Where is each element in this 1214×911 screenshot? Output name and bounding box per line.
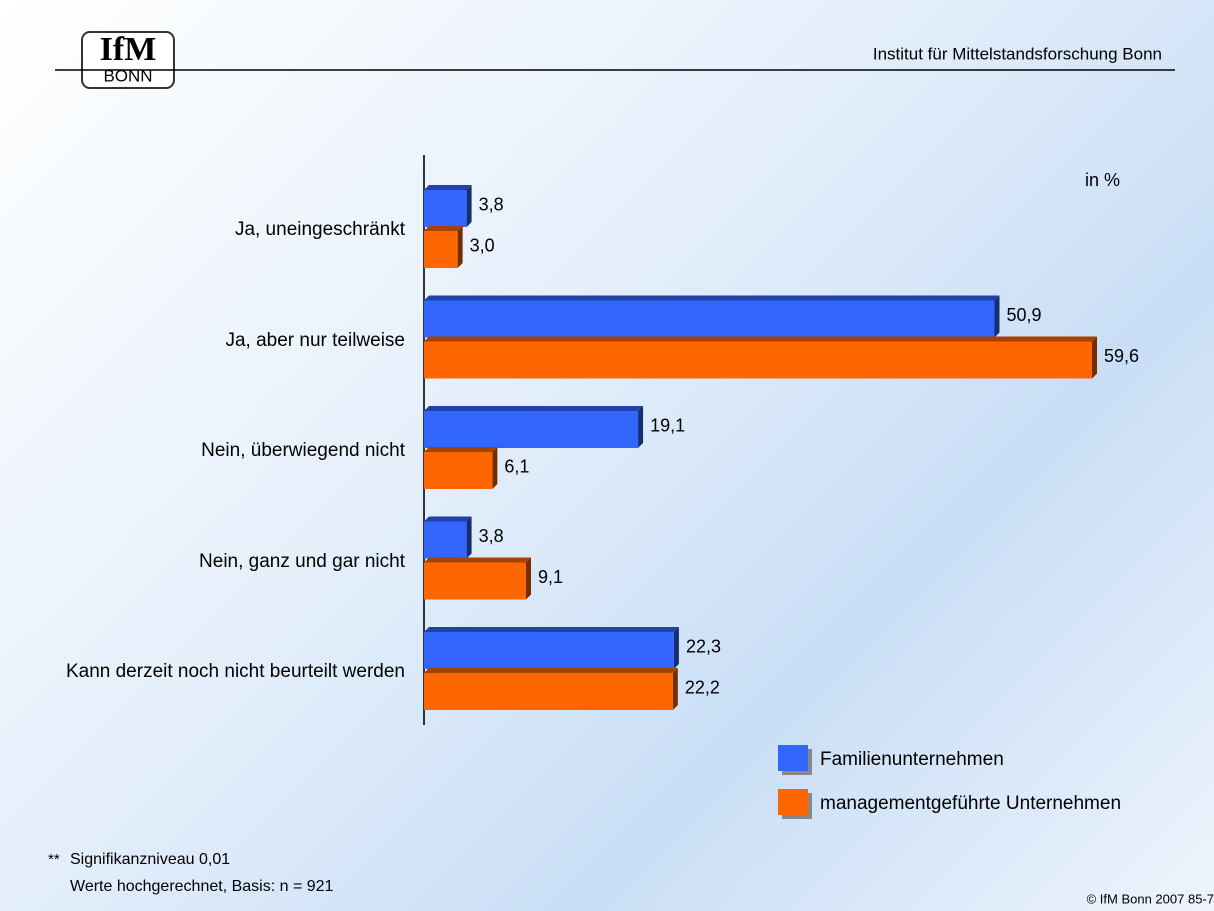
footnote-marker: **	[48, 851, 60, 868]
bar-top	[424, 668, 678, 673]
value-label: 3,0	[470, 235, 495, 255]
bar-side	[492, 447, 498, 489]
bar	[424, 231, 458, 268]
unit-note: in %	[1085, 170, 1120, 190]
value-label: 50,9	[1006, 305, 1041, 325]
bar-top	[424, 226, 463, 231]
institute: Institut für Mittelstandsforschung Bonn	[873, 44, 1162, 63]
bar-top	[424, 295, 1000, 301]
category-label: Nein, überwiegend nicht	[201, 440, 405, 461]
bar-top	[424, 185, 472, 190]
value-label: 19,1	[650, 415, 685, 435]
legend-label: managementgeführte Unternehmen	[820, 793, 1121, 814]
bar-top	[424, 336, 1097, 342]
bar	[424, 452, 493, 489]
category-label: Ja, uneingeschränkt	[234, 219, 405, 240]
value-label: 22,2	[685, 677, 720, 697]
footnote: Werte hochgerechnet, Basis: n = 921	[70, 878, 334, 895]
legend-swatch	[778, 789, 808, 815]
legend-label: Familienunternehmen	[820, 749, 1004, 770]
bar	[424, 411, 639, 448]
bar-top	[424, 627, 679, 632]
bar-top	[424, 447, 498, 452]
bar	[424, 300, 995, 338]
bar	[424, 521, 467, 559]
bar	[424, 632, 674, 669]
bar-top	[424, 557, 531, 563]
bar-side	[673, 627, 679, 669]
value-label: 3,8	[479, 194, 504, 214]
copyright: © IfM Bonn 2007 85-7	[1087, 891, 1214, 906]
bar-side	[466, 516, 472, 559]
category-label: Ja, aber nur teilweise	[225, 329, 405, 351]
footnote: Signifikanzniveau 0,01	[70, 851, 230, 868]
category-label: Kann derzeit noch nicht beurteilt werden	[65, 661, 405, 682]
bar-side	[466, 185, 472, 227]
bar	[424, 562, 526, 600]
value-label: 6,1	[504, 456, 529, 476]
bar-side	[1092, 336, 1097, 379]
bar-side	[994, 295, 1000, 338]
bar	[424, 673, 673, 710]
bar	[424, 190, 467, 227]
category-label: Nein, ganz und gar nicht	[199, 550, 405, 572]
value-label: 59,6	[1104, 346, 1139, 366]
value-label: 9,1	[538, 567, 563, 587]
value-label: 3,8	[479, 526, 504, 546]
bar-top	[424, 406, 644, 411]
logo-bottom: BONN	[103, 66, 152, 85]
bar-top	[424, 516, 472, 522]
logo-top: IfM	[100, 31, 157, 68]
logo-box	[81, 31, 175, 89]
value-label: 22,3	[686, 636, 721, 656]
bar-side	[525, 557, 531, 600]
bar-side	[638, 406, 644, 448]
bar	[424, 341, 1092, 379]
bar-side	[672, 668, 678, 710]
bar-side	[457, 226, 463, 268]
legend-swatch	[778, 745, 808, 771]
